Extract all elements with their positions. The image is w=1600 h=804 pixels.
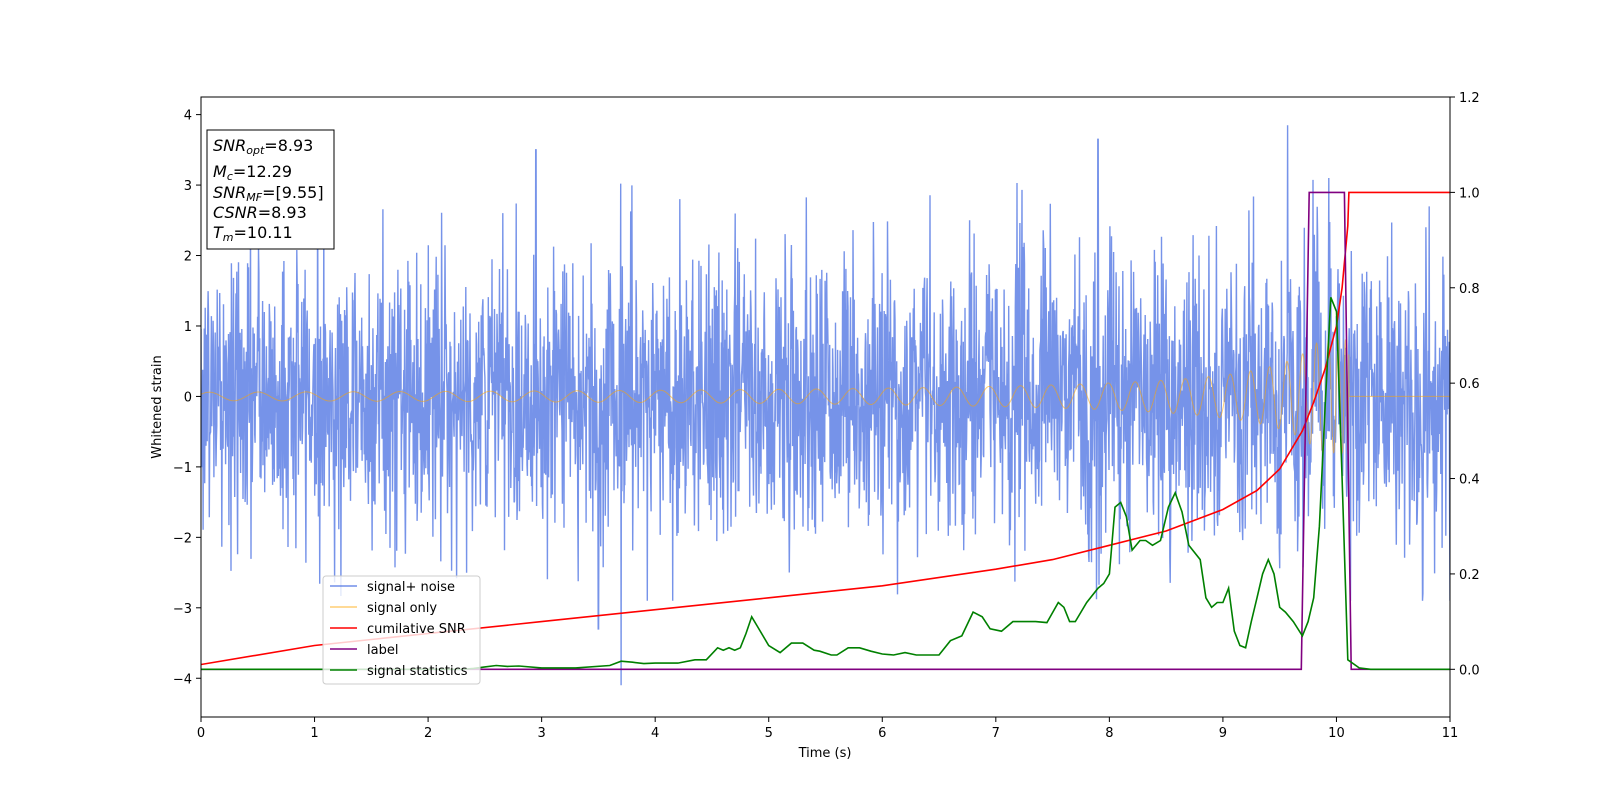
y-left-tick-label: 2 (184, 250, 192, 265)
x-tick-label: 1 (310, 726, 318, 741)
x-tick-label: 2 (424, 726, 432, 741)
x-tick-label: 3 (537, 726, 545, 741)
annotation-var: T (213, 223, 224, 242)
y-right-tick-label: 0.6 (1459, 377, 1480, 392)
annotation-sub: MF (246, 191, 262, 204)
annotation-value: =8.93 (258, 203, 307, 222)
x-tick-label: 8 (1105, 726, 1113, 741)
x-tick-label: 10 (1328, 726, 1345, 741)
series-line-cumulative-snr (201, 191, 1450, 666)
y-right-tick-label: 0.0 (1459, 663, 1480, 678)
annotation-line: CSNR=8.93 (213, 203, 307, 222)
annotation-line: Mc=12.29 (213, 162, 292, 183)
y-right-tick-label: 1.2 (1459, 91, 1480, 106)
y-left-tick-label: 1 (184, 320, 192, 335)
y-left-tick-label: −1 (173, 461, 192, 476)
series-line-signal-statistics (201, 297, 1450, 671)
annotation-line: SNRMF=[9.55] (213, 183, 324, 204)
y-axis-right: 0.0 0.2 0.4 0.6 0.8 1.0 1.2 (1450, 91, 1480, 678)
x-tick-label: 6 (878, 726, 886, 741)
legend-label: signal statistics (367, 664, 468, 679)
y-left-tick-label: −4 (173, 672, 192, 687)
annotation-sub: c (227, 170, 233, 183)
annotation-box: SNRopt=8.93Mc=12.29SNRMF=[9.55]CSNR=8.93… (206, 129, 335, 250)
plot-area (201, 125, 1450, 686)
x-tick-label: 5 (765, 726, 773, 741)
series-line-signal-only (201, 339, 1450, 455)
y-right-tick-label: 0.8 (1459, 282, 1480, 297)
legend-label: cumilative SNR (367, 622, 466, 637)
y-right-tick-label: 0.4 (1459, 473, 1480, 488)
series-line-signal-noise (201, 125, 1450, 686)
legend-label: signal+ noise (367, 580, 455, 595)
annotation-var: SNR (213, 183, 246, 202)
y-right-tick-label: 1.0 (1459, 186, 1480, 201)
legend: signal+ noise signal only cumilative SNR la… (322, 575, 481, 685)
annotation-line: SNRopt=8.93 (213, 136, 313, 157)
legend-label: label (367, 643, 398, 658)
annotation-sub: m (223, 231, 234, 244)
legend-frame (322, 575, 481, 685)
annotation-value: =12.29 (233, 162, 292, 181)
annotation-value: =[9.55] (262, 183, 324, 202)
y-axis-left: −4 −3 −2 −1 0 1 2 3 4 (173, 109, 201, 687)
y-left-tick-label: −2 (173, 531, 192, 546)
x-tick-label: 4 (651, 726, 659, 741)
annotation-var: M (213, 162, 227, 181)
y-axis-label: Whitened strain (150, 355, 165, 458)
annotation-sub: opt (246, 144, 265, 157)
annotation-var: CSNR (213, 203, 258, 222)
y-left-tick-label: 0 (184, 390, 192, 405)
legend-label: signal only (367, 601, 437, 616)
annotation-frame (206, 129, 335, 250)
annotation-value: =8.93 (264, 136, 313, 155)
y-left-tick-label: 3 (184, 179, 192, 194)
y-right-tick-label: 0.2 (1459, 568, 1480, 583)
y-left-tick-label: −3 (173, 602, 192, 617)
x-axis: 0 1 2 3 4 5 6 7 8 9 10 11 (197, 717, 1458, 741)
x-tick-label: 9 (1219, 726, 1227, 741)
plot-frame (200, 96, 1451, 718)
annotation-line: Tm=10.11 (213, 223, 293, 244)
x-axis-label: Time (s) (798, 746, 852, 761)
x-tick-label: 11 (1442, 726, 1459, 741)
x-tick-label: 7 (992, 726, 1000, 741)
x-tick-label: 0 (197, 726, 205, 741)
annotation-var: SNR (213, 136, 246, 155)
annotation-value: =10.11 (234, 223, 293, 242)
y-left-tick-label: 4 (184, 109, 192, 124)
